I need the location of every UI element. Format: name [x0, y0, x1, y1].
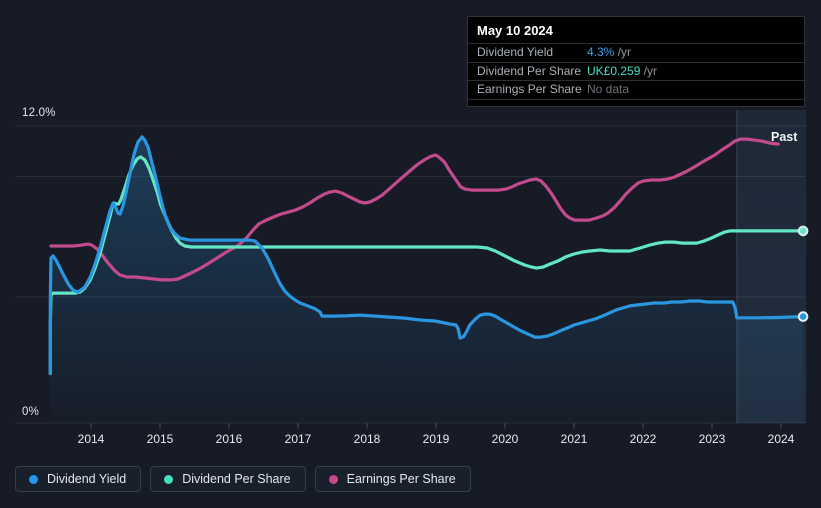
x-axis-year-label: 2019: [422, 432, 450, 446]
legend-label: Dividend Per Share: [182, 472, 291, 486]
x-axis-year-label: 2016: [215, 432, 243, 446]
legend-dot-earnings-per-share: [328, 474, 338, 484]
past-label: Past: [771, 130, 798, 144]
tooltip-row-label: Dividend Per Share: [477, 63, 582, 78]
yield-area-path: [50, 136, 804, 423]
tooltip-row-unit: /yr: [614, 45, 632, 59]
x-axis-year-label: 2015: [146, 432, 174, 446]
end-marker-dividend-yield: [797, 311, 809, 322]
y-axis-label-max: 12.0%: [22, 107, 56, 119]
x-axis-year-label: 2021: [560, 432, 588, 446]
chart-tooltip: May 10 2024 Dividend Yield 4.3% /yr Divide…: [467, 16, 805, 107]
x-axis-year-label: 2020: [491, 432, 519, 446]
tooltip-rows: Dividend Yield 4.3% /yr Dividend Per Share…: [468, 43, 804, 100]
series-lines: [48, 135, 805, 376]
legend-label: Dividend Yield: [47, 472, 127, 486]
legend-item-dividend-yield[interactable]: Dividend Yield: [15, 466, 142, 492]
line-earnings-per-share: [49, 137, 780, 282]
end-markers: [797, 225, 809, 322]
legend-dot-dividend-per-share: [164, 474, 174, 484]
legend-label: Earnings Per Share: [346, 472, 456, 486]
tooltip-row-label: Dividend Yield: [477, 45, 554, 59]
y-axis-label-min: 0%: [22, 406, 40, 418]
tooltip-row-unit: /yr: [640, 63, 658, 78]
legend-item-earnings-per-share[interactable]: Earnings Per Share: [314, 466, 471, 492]
x-axis-year-label: 2014: [77, 432, 105, 446]
tooltip-row-value: No data: [587, 82, 630, 96]
yield-area-fill: [50, 136, 804, 423]
x-axis-ticks: [90, 423, 782, 429]
tooltip-row-value: UK£0.259: [587, 63, 641, 78]
tooltip-date: May 10 2024: [477, 23, 553, 38]
tooltip-row: Earnings Per Share No data: [468, 80, 804, 100]
tooltip-row: Dividend Yield 4.3% /yr: [468, 43, 804, 62]
x-axis-year-label: 2017: [284, 432, 312, 446]
x-axis-year-label: 2022: [629, 432, 657, 446]
tooltip-row-label: Earnings Per Share: [477, 82, 582, 96]
tooltip-row-value: 4.3%: [587, 45, 615, 59]
chart-legend: Dividend Yield Dividend Per Share Earnings…: [15, 466, 471, 492]
x-axis-year-label: 2024: [767, 432, 795, 446]
end-marker-dividend-per-share: [797, 225, 809, 237]
tooltip-row: Dividend Per Share UK£0.259 /yr: [468, 61, 804, 81]
x-axis-year-label: 2023: [698, 432, 726, 446]
legend-dot-dividend-yield: [29, 474, 38, 484]
x-axis-year-label: 2018: [353, 432, 381, 446]
dividend-history-chart[interactable]: [0, 0, 821, 460]
legend-item-dividend-per-share[interactable]: Dividend Per Share: [150, 466, 306, 492]
line-dividend-yield: [48, 135, 805, 376]
